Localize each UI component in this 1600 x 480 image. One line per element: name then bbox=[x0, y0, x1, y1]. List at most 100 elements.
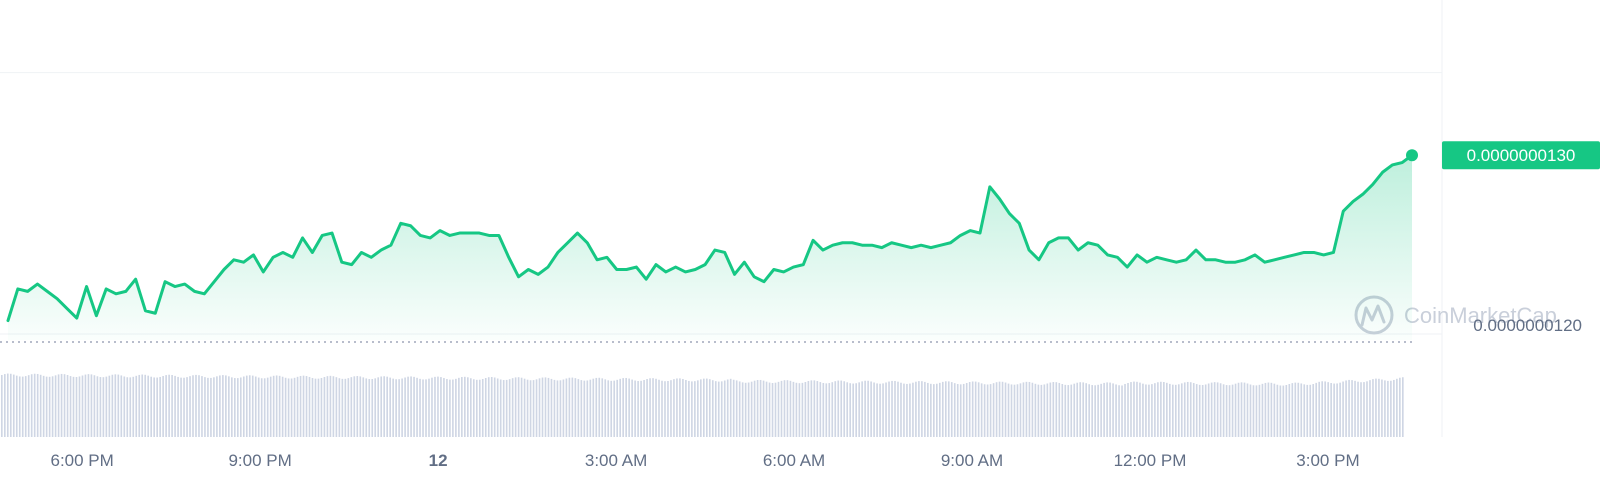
volume-bar bbox=[347, 378, 350, 437]
volume-bar bbox=[664, 381, 666, 437]
volume-bar bbox=[586, 380, 589, 437]
volume-bar bbox=[1049, 382, 1052, 437]
volume-bar bbox=[571, 377, 574, 437]
volume-bar bbox=[855, 383, 857, 437]
volume-bar bbox=[99, 377, 102, 437]
volume-bar bbox=[198, 375, 200, 437]
volume-bar bbox=[974, 381, 977, 437]
volume-bar bbox=[1007, 383, 1010, 437]
volume-bar bbox=[1321, 381, 1323, 437]
volume-bar bbox=[753, 380, 756, 437]
volume-bar bbox=[129, 377, 132, 437]
volume-bar bbox=[673, 379, 675, 437]
volume-bar bbox=[708, 379, 711, 437]
volume-bar bbox=[1297, 382, 1300, 437]
volume-bar bbox=[1339, 382, 1341, 437]
volume-bar bbox=[1121, 385, 1123, 437]
volume-bar bbox=[921, 381, 923, 437]
volume-bar bbox=[248, 375, 251, 437]
volume-bar bbox=[1312, 384, 1315, 437]
volume-bar bbox=[437, 376, 439, 437]
volume-bar bbox=[568, 377, 571, 437]
volume-bar bbox=[670, 380, 672, 437]
volume-bar bbox=[413, 376, 415, 437]
volume-bar bbox=[9, 373, 12, 437]
volume-bar bbox=[1270, 382, 1273, 437]
volume-bar bbox=[1255, 385, 1258, 437]
volume-bar bbox=[765, 381, 768, 437]
volume-bar bbox=[296, 376, 299, 437]
volume-bar bbox=[1031, 382, 1034, 437]
volume-bar bbox=[771, 382, 774, 437]
volume-bar bbox=[634, 380, 636, 437]
volume-bar bbox=[275, 375, 278, 437]
volume-bar bbox=[314, 378, 317, 437]
volume-bar bbox=[1070, 384, 1073, 437]
volume-bar bbox=[165, 375, 167, 437]
volume-bar bbox=[661, 380, 663, 437]
volume-bar bbox=[102, 377, 105, 437]
volume-bar bbox=[1354, 380, 1356, 437]
volume-bar bbox=[1103, 382, 1105, 437]
volume-bar bbox=[789, 380, 792, 437]
volume-bar bbox=[251, 375, 254, 437]
volume-bar bbox=[565, 378, 568, 437]
volume-bar bbox=[933, 384, 935, 437]
volume-bar bbox=[455, 378, 457, 437]
volume-bar bbox=[625, 377, 627, 437]
volume-bar bbox=[1207, 383, 1210, 437]
volume-bar bbox=[1291, 383, 1294, 437]
volume-bar bbox=[266, 377, 269, 437]
volume-bar bbox=[801, 382, 804, 437]
volume-bar bbox=[141, 374, 144, 437]
volume-bar bbox=[1306, 384, 1309, 437]
volume-bar bbox=[6, 373, 9, 437]
volume-bar bbox=[559, 380, 562, 437]
volume-bar bbox=[69, 376, 72, 437]
volume-bar bbox=[619, 378, 621, 437]
volume-bar bbox=[676, 378, 678, 437]
volume-bar bbox=[120, 375, 123, 437]
volume-bar bbox=[320, 377, 323, 437]
volume-bar bbox=[876, 383, 878, 437]
volume-bar bbox=[1249, 384, 1252, 437]
volume-bar bbox=[1276, 384, 1279, 437]
volume-bar bbox=[837, 380, 840, 437]
volume-bar bbox=[1195, 384, 1198, 437]
volume-bar bbox=[490, 377, 493, 437]
volume-bar bbox=[810, 380, 813, 437]
volume-bar bbox=[210, 377, 212, 437]
volume-bar bbox=[216, 376, 218, 437]
volume-bar bbox=[293, 377, 296, 437]
volume-bar bbox=[912, 382, 914, 437]
volume-bar bbox=[1363, 382, 1365, 437]
volume-bar bbox=[150, 376, 152, 437]
volume-bar bbox=[834, 381, 837, 437]
x-tick-label: 3:00 AM bbox=[585, 451, 647, 470]
volume-bar bbox=[434, 376, 436, 437]
volume-bar bbox=[777, 381, 780, 437]
volume-bar bbox=[1390, 380, 1392, 437]
volume-bar bbox=[517, 377, 520, 437]
volume-bar bbox=[700, 379, 702, 437]
volume-bar bbox=[332, 376, 335, 437]
volume-bar bbox=[1279, 385, 1282, 437]
volume-bar bbox=[452, 379, 454, 437]
volume-bar bbox=[260, 378, 263, 437]
volume-bar bbox=[1393, 379, 1395, 437]
volume-bar bbox=[171, 375, 173, 437]
volume-bar bbox=[475, 379, 478, 437]
volume-bar bbox=[750, 381, 753, 437]
volume-bar bbox=[762, 380, 765, 437]
volume-bar bbox=[667, 380, 669, 437]
volume-bar bbox=[42, 375, 45, 437]
volume-bar bbox=[816, 381, 819, 437]
volume-bar bbox=[1082, 382, 1085, 437]
volume-bar bbox=[756, 380, 759, 437]
volume-bar bbox=[147, 375, 150, 437]
volume-bar bbox=[852, 383, 854, 437]
volume-bar bbox=[1172, 384, 1174, 437]
volume-bar bbox=[1064, 384, 1067, 437]
volume-bar bbox=[691, 381, 693, 437]
volume-bar bbox=[1174, 384, 1177, 437]
